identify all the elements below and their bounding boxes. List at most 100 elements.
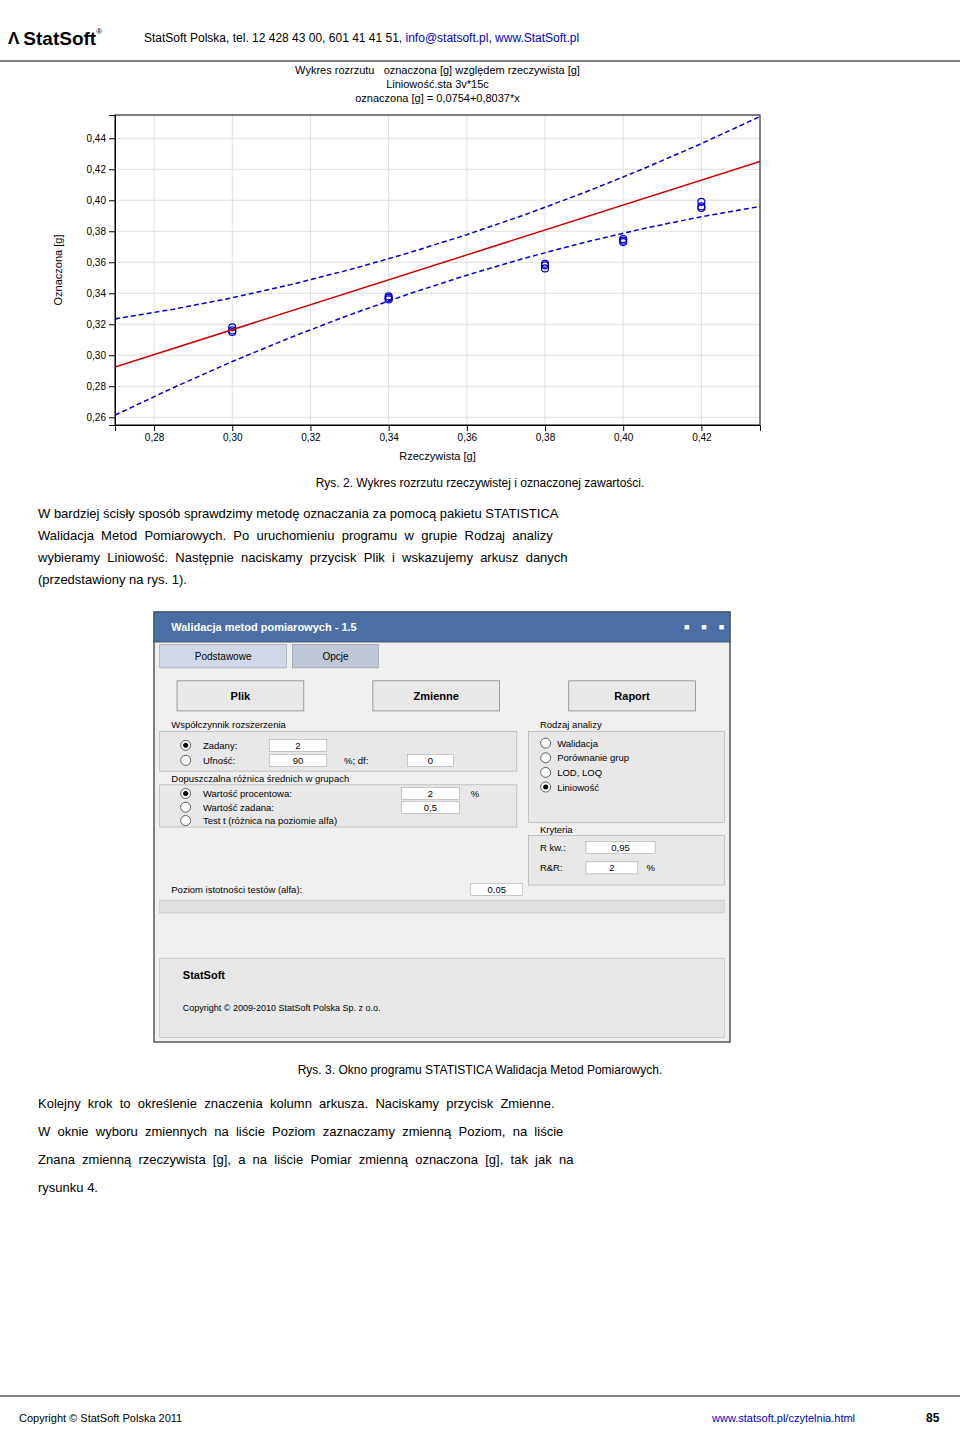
dialog-window <box>154 612 730 1042</box>
header-rule <box>0 61 960 62</box>
button <box>569 681 696 711</box>
x-tick-mark <box>701 425 702 431</box>
dialog-title: Walidacja metod pomiarowych - 1.5 <box>171 621 356 633</box>
copyright: Copyright © 2009-2010 StatSoft Polska Sp… <box>183 1003 381 1013</box>
footer-rule <box>0 1396 960 1397</box>
tab-label: Opcje <box>322 651 349 662</box>
paragraph-line: wybieramy Liniowość. Następnie naciskamy… <box>37 550 568 565</box>
group-label: Współczynnik rozszerzenia <box>171 719 286 730</box>
y-tick-label: 0,40 <box>87 195 107 206</box>
grid-line-y <box>115 386 760 387</box>
x-tick-label: 0,28 <box>145 432 165 443</box>
scatter-point <box>620 239 627 246</box>
page-number: 85 <box>926 1411 940 1425</box>
paragraph-line: Kolejny krok to określenie znaczenia kol… <box>38 1096 555 1111</box>
grid-line-y <box>115 324 760 325</box>
scatter-point <box>542 265 549 272</box>
option-label: R&R: <box>540 862 563 873</box>
option-label: Poziom istotności testów (alfa): <box>171 884 302 895</box>
dialog: Walidacja metod pomiarowych - 1.5■■■Pods… <box>154 612 730 1042</box>
option-label: Walidacja <box>557 738 599 749</box>
y-tick: 0,26 <box>87 412 115 423</box>
button-label: Raport <box>614 690 650 702</box>
x-axis: 0,280,300,320,340,360,380,400,42 <box>116 425 761 443</box>
option-label: Zadany: <box>203 740 237 751</box>
option-label: % <box>646 862 655 873</box>
input-value: 0,05 <box>487 884 506 895</box>
y-axis-title: Oznaczona [g] <box>52 235 64 306</box>
grid-line-x <box>466 115 467 425</box>
page: ΛStatSoft®StatSoft Polska, tel. 12 428 4… <box>0 0 960 1432</box>
y-tick: 0,38 <box>87 226 115 237</box>
paragraph-line: (przedstawiony na rys. 1). <box>38 572 187 587</box>
option-label: Porównanie grup <box>557 752 629 763</box>
paragraph-line: Walidacja Metod Pomiarowych. Po uruchomi… <box>38 528 553 543</box>
y-tick-label: 0,38 <box>87 226 107 237</box>
input-field <box>269 754 327 766</box>
footer-left: Copyright © StatSoft Polska 2011 <box>19 1412 182 1424</box>
tab <box>160 644 287 668</box>
option-label: R kw.: <box>540 842 566 853</box>
input-field <box>402 787 460 799</box>
chart-title: oznaczona [g] = 0,0754+0,8037*x <box>355 92 520 104</box>
plot-area <box>115 115 760 425</box>
paragraph-line: W bardziej ścisły sposób sprawdzimy meto… <box>38 506 559 521</box>
header-email: info@statsoft.pl <box>406 31 489 45</box>
chart-title: Wykres rozrzutu oznaczona [g] względem r… <box>295 64 580 76</box>
y-tick-mark <box>109 417 115 418</box>
y-tick: 0,30 <box>87 350 115 361</box>
input-value: 90 <box>293 755 304 766</box>
scatter-point <box>698 205 705 212</box>
brand: StatSoft <box>183 969 226 981</box>
y-tick-label: 0,26 <box>87 412 107 423</box>
y-tick: 0,28 <box>87 381 115 392</box>
radio <box>181 816 191 826</box>
input-field <box>402 801 460 813</box>
grid-line-x <box>310 115 311 425</box>
input-value: 2 <box>428 788 433 799</box>
x-tick-mark <box>154 425 155 431</box>
grid-line-y <box>115 417 760 418</box>
button-label: Zmienne <box>414 690 459 702</box>
header-separator: , <box>488 31 495 45</box>
input-value: 2 <box>609 862 614 873</box>
x-tick: 0,30 <box>223 425 243 443</box>
button <box>177 681 304 711</box>
y-tick-label: 0,42 <box>87 164 107 175</box>
input-value: 0,5 <box>424 802 437 813</box>
option-label: Test t (różnica na poziomie alfa) <box>203 815 337 826</box>
grid-line-y <box>115 355 760 356</box>
grid-line-y <box>115 200 760 201</box>
group-box <box>160 732 517 772</box>
input-field <box>586 862 638 874</box>
y-tick: 0,32 <box>87 319 115 330</box>
x-tick: 0,34 <box>379 425 399 443</box>
y-tick-label: 0,28 <box>87 381 107 392</box>
radio <box>541 782 551 792</box>
y-tick-mark <box>109 293 115 294</box>
x-tick: 0,42 <box>692 425 712 443</box>
plot-frame <box>115 115 760 425</box>
y-tick-label: 0,32 <box>87 319 107 330</box>
x-tick-label: 0,42 <box>692 432 712 443</box>
grid-line-x <box>623 115 624 425</box>
x-tick-mark <box>623 425 624 431</box>
x-tick: 0,38 <box>536 425 556 443</box>
about-box <box>160 958 724 1038</box>
interval-line <box>115 206 760 415</box>
group-box <box>528 732 724 823</box>
grid-line-x <box>388 115 389 425</box>
separator-bar <box>160 900 724 913</box>
y-tick-label: 0,30 <box>87 350 107 361</box>
y-tick-mark <box>109 231 115 232</box>
paragraph-line: W oknie wyboru zmiennych na liście Pozio… <box>38 1124 563 1139</box>
radio-dot <box>183 791 188 796</box>
logo: ΛStatSoft® <box>8 27 102 49</box>
x-axis-line <box>116 426 761 432</box>
group-box <box>528 836 724 885</box>
group-label: Kryteria <box>540 824 573 835</box>
x-tick: 0,40 <box>614 425 634 443</box>
y-axis-line <box>109 116 116 426</box>
marks <box>115 117 760 416</box>
paragraph-line: rysunku 4. <box>38 1180 98 1195</box>
